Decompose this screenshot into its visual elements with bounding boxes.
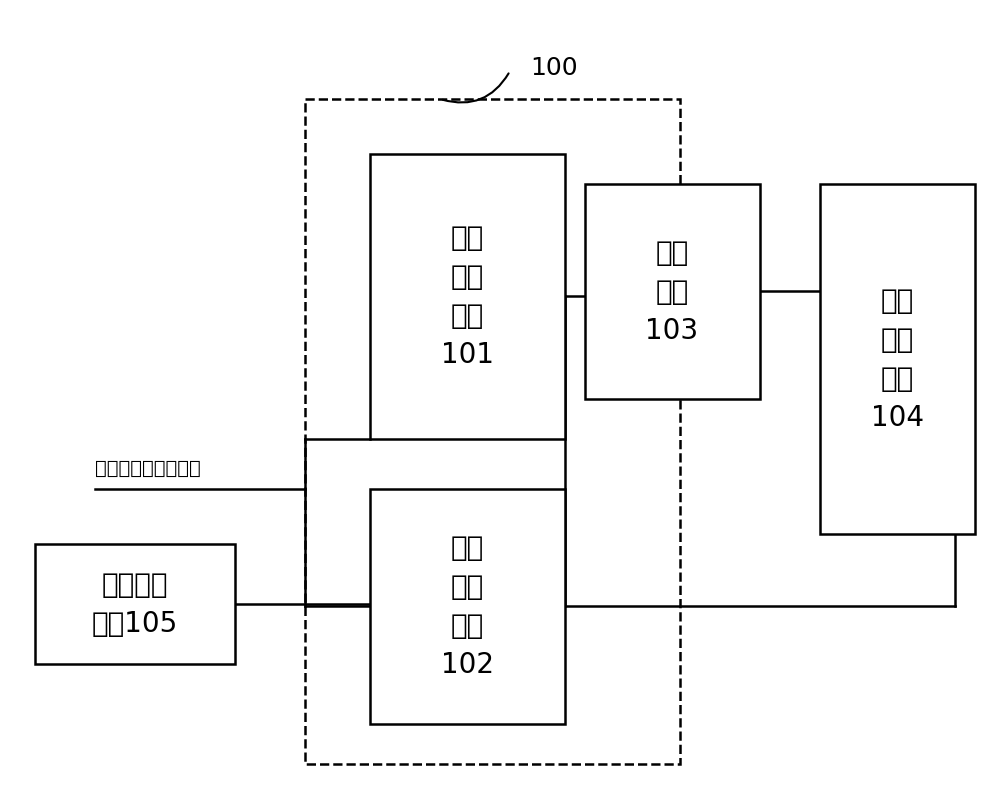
Text: 电驱动系统状态信号: 电驱动系统状态信号 — [95, 458, 201, 477]
Text: 整流
逆变
电路
104: 整流 逆变 电路 104 — [870, 287, 924, 432]
Text: 100: 100 — [530, 56, 578, 80]
Bar — [305, 100, 680, 764]
Bar — [585, 185, 760, 400]
Text: 第一驱动
电源105: 第一驱动 电源105 — [92, 571, 178, 638]
Text: 电源
控制
电路
101: 电源 控制 电路 101 — [440, 224, 494, 369]
Text: 短路
控制
电路
102: 短路 控制 电路 102 — [440, 534, 494, 679]
Bar — [370, 489, 565, 724]
Bar — [820, 185, 975, 534]
Bar — [35, 544, 235, 664]
Text: 驱动
电路
103: 驱动 电路 103 — [645, 238, 699, 344]
Bar — [370, 155, 565, 439]
